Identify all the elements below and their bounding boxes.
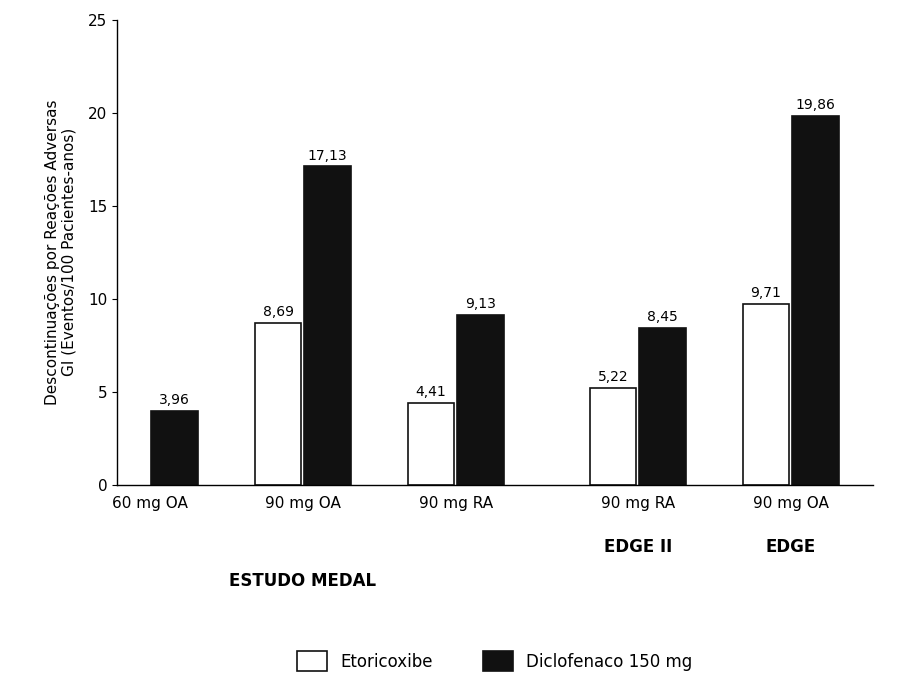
Bar — [304, 166, 351, 485]
Text: 19,86: 19,86 — [796, 98, 835, 112]
Text: ESTUDO MEDAL: ESTUDO MEDAL — [230, 572, 376, 590]
Bar — [792, 116, 839, 485]
Text: 8,69: 8,69 — [263, 306, 293, 320]
Bar — [742, 304, 789, 485]
Text: 5,22: 5,22 — [598, 370, 628, 384]
Bar — [408, 402, 454, 485]
Text: EDGE: EDGE — [766, 538, 815, 557]
Text: EDGE II: EDGE II — [604, 538, 671, 557]
Legend: Etoricoxibe, Diclofenaco 150 mg: Etoricoxibe, Diclofenaco 150 mg — [297, 651, 693, 671]
Bar — [151, 411, 198, 485]
Text: 8,45: 8,45 — [647, 310, 678, 324]
Y-axis label: Descontinuações por Reações Adversas
GI (Eventos/100 Pacientes-anos): Descontinuações por Reações Adversas GI … — [44, 100, 76, 405]
Bar — [457, 315, 504, 485]
Text: 9,71: 9,71 — [751, 287, 781, 300]
Bar — [639, 328, 686, 485]
Bar — [255, 323, 302, 485]
Text: 4,41: 4,41 — [416, 385, 446, 399]
Text: 9,13: 9,13 — [465, 297, 496, 311]
Text: 3,96: 3,96 — [159, 393, 190, 407]
Bar — [590, 388, 636, 485]
Text: 17,13: 17,13 — [308, 149, 347, 163]
